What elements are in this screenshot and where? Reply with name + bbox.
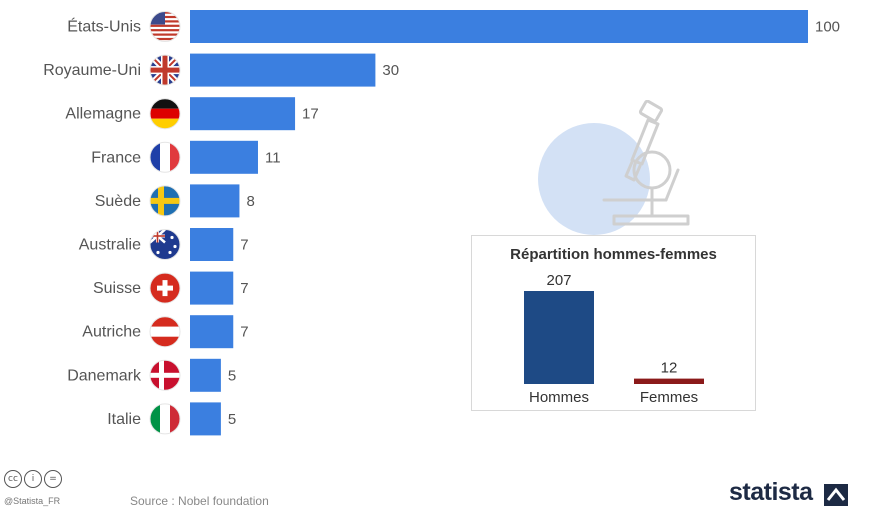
country-bar — [190, 140, 258, 174]
main-bar-chart: États-Unis 100 Royaume-Uni 30 Allemagne 17 Fra… — [43, 10, 840, 436]
sweden-flag-icon — [149, 185, 181, 217]
value-label: 30 — [382, 62, 399, 79]
country-bar — [190, 10, 808, 43]
microscope-icon — [602, 100, 690, 226]
gender-category-label: Femmes — [640, 389, 698, 406]
gender-category-label: Hommes — [529, 389, 589, 406]
creative-commons-icon: cc — [4, 470, 22, 488]
country-bar — [190, 97, 296, 131]
country-bar — [190, 228, 234, 261]
value-label: 5 — [228, 367, 236, 384]
uk-flag-icon — [149, 54, 181, 86]
country-bar — [190, 358, 221, 392]
inset-title: Répartition hommes-femmes — [510, 246, 717, 263]
attribution-icon: i — [24, 470, 42, 488]
source-note: Source : Nobel foundation — [130, 494, 269, 508]
value-label: 8 — [246, 193, 254, 210]
value-label: 5 — [228, 411, 236, 428]
value-label: 7 — [240, 237, 248, 254]
value-label: 100 — [815, 19, 840, 36]
value-label: 7 — [240, 324, 248, 341]
license-icons: cc i = — [4, 470, 62, 488]
gender-value-label: 12 — [661, 360, 678, 377]
france-flag-icon — [149, 141, 181, 173]
no-derivatives-icon: = — [44, 470, 62, 488]
value-label: 11 — [265, 149, 281, 166]
switzerland-flag-icon — [149, 272, 181, 304]
country-label: Australie — [79, 237, 141, 254]
gender-bar — [634, 378, 704, 384]
country-bar — [190, 315, 234, 349]
value-label: 17 — [302, 106, 319, 123]
country-label: Danemark — [67, 367, 142, 384]
social-handle: @Statista_FR — [4, 496, 61, 506]
statista-logo-icon — [824, 484, 848, 506]
country-label: Autriche — [82, 324, 141, 341]
country-label: Suisse — [93, 280, 141, 297]
country-bar — [190, 402, 221, 436]
statista-logo[interactable]: statista — [729, 478, 813, 506]
austria-flag-icon — [149, 316, 181, 348]
country-label: Allemagne — [65, 106, 141, 123]
gender-value-label: 207 — [546, 272, 571, 289]
country-label: France — [91, 149, 141, 166]
germany-flag-icon — [149, 98, 181, 130]
denmark-flag-icon — [149, 359, 181, 391]
gender-bar — [524, 291, 594, 384]
country-label: Royaume-Uni — [43, 62, 141, 79]
italy-flag-icon — [149, 403, 181, 435]
us-flag-icon — [149, 11, 181, 42]
gender-bar-chart: 207 Hommes 12 Femmes — [524, 272, 704, 406]
gender-distribution-panel: Répartition hommes-femmes 207 Hommes 12 Fem… — [471, 235, 756, 411]
value-label: 7 — [240, 280, 248, 297]
australia-flag-icon — [149, 229, 181, 260]
country-label: Italie — [107, 411, 141, 428]
country-bar — [190, 271, 234, 305]
country-bar — [190, 184, 240, 218]
country-label: États-Unis — [67, 17, 141, 36]
country-label: Suède — [95, 193, 141, 210]
country-bar — [190, 53, 376, 87]
